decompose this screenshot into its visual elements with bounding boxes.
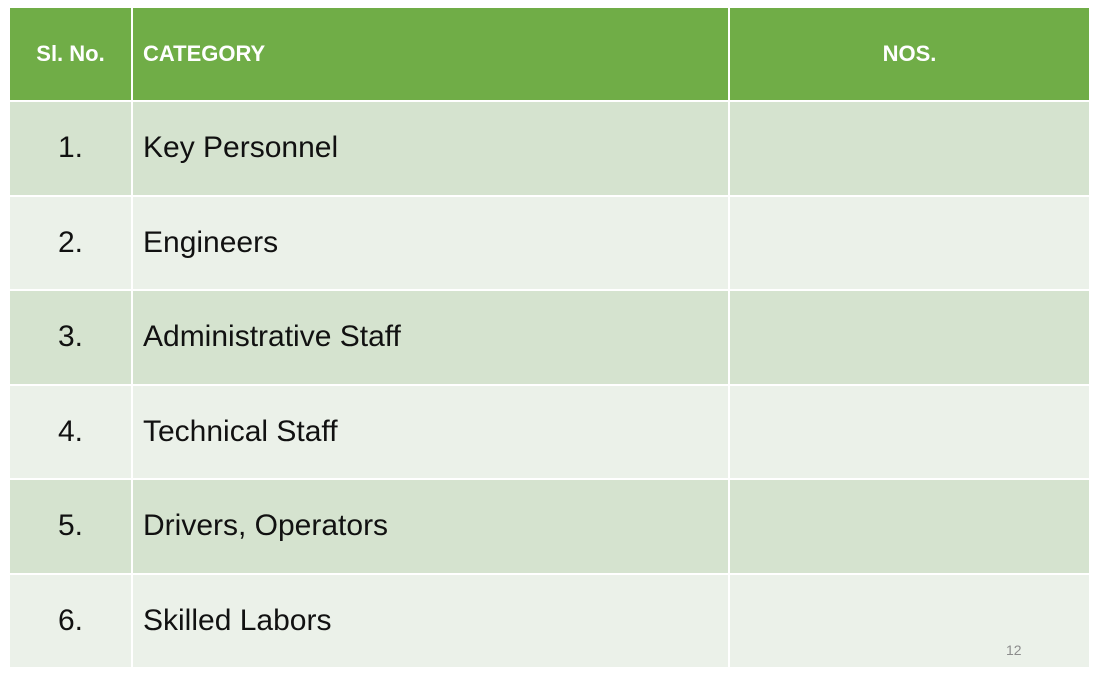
- row-category: Engineers: [131, 194, 730, 291]
- row-category: Administrative Staff: [131, 289, 730, 386]
- row-nos: [728, 572, 1091, 669]
- row-nos: [728, 478, 1091, 575]
- table-row: 2. Engineers: [8, 194, 1091, 291]
- table-row: 1. Key Personnel: [8, 100, 1091, 197]
- row-category: Drivers, Operators: [131, 478, 730, 575]
- row-sl-no: 3.: [8, 289, 133, 386]
- header-category: CATEGORY: [131, 6, 730, 102]
- row-category: Key Personnel: [131, 100, 730, 197]
- row-sl-no: 6.: [8, 572, 133, 669]
- table-row: 3. Administrative Staff: [8, 289, 1091, 386]
- table-row: 6. Skilled Labors: [8, 572, 1091, 669]
- row-nos: [728, 100, 1091, 197]
- staff-category-table: Sl. No. CATEGORY NOS. 1. Key Personnel 2…: [8, 6, 1091, 669]
- table-row: 4. Technical Staff: [8, 383, 1091, 480]
- row-sl-no: 5.: [8, 478, 133, 575]
- row-nos: [728, 383, 1091, 480]
- page-number: 12: [1006, 642, 1022, 658]
- row-category: Technical Staff: [131, 383, 730, 480]
- table-row: 5. Drivers, Operators: [8, 478, 1091, 575]
- row-sl-no: 4.: [8, 383, 133, 480]
- row-nos: [728, 289, 1091, 386]
- header-sl-no: Sl. No.: [8, 6, 133, 102]
- row-nos: [728, 194, 1091, 291]
- table-header-row: Sl. No. CATEGORY NOS.: [8, 6, 1091, 102]
- row-sl-no: 1.: [8, 100, 133, 197]
- row-category: Skilled Labors: [131, 572, 730, 669]
- header-nos: NOS.: [728, 6, 1091, 102]
- row-sl-no: 2.: [8, 194, 133, 291]
